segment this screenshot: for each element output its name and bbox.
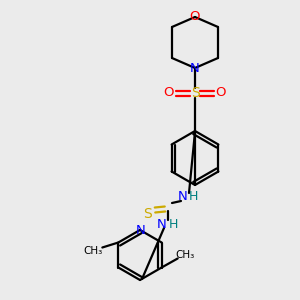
Text: CH₃: CH₃ — [175, 250, 194, 260]
Text: N: N — [157, 218, 167, 232]
Text: N: N — [178, 190, 188, 203]
Text: O: O — [164, 86, 174, 100]
Text: CH₃: CH₃ — [84, 247, 103, 256]
Text: O: O — [216, 86, 226, 100]
Text: S: S — [190, 86, 200, 100]
Text: S: S — [144, 207, 152, 221]
Text: H: H — [188, 190, 198, 203]
Text: H: H — [168, 218, 178, 232]
Text: N: N — [190, 61, 200, 74]
Text: N: N — [136, 224, 146, 236]
Text: O: O — [190, 11, 200, 23]
